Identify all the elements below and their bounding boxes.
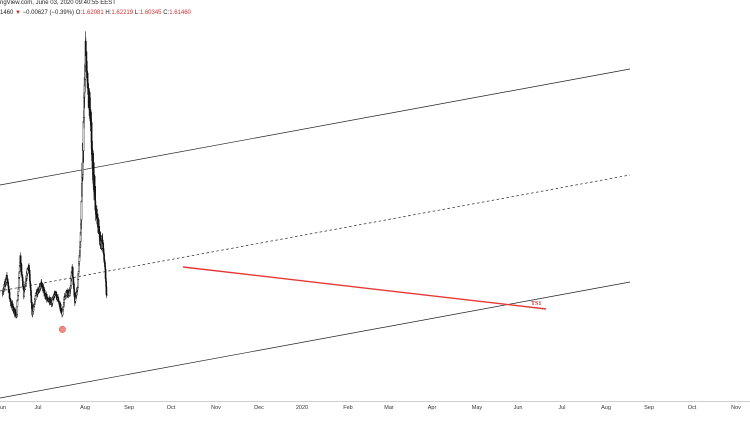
x-tick-label: Jul — [558, 405, 565, 411]
header-low-label: L: — [134, 10, 140, 16]
channel-upper-line — [0, 68, 631, 186]
x-tick-label: Sep — [124, 405, 134, 411]
candle-body — [71, 268, 74, 278]
x-tick-label: Dec — [254, 405, 264, 411]
candle — [105, 294, 108, 299]
header-low-value: 1.60345 — [139, 10, 162, 16]
trendline-label: TS1 — [531, 301, 541, 307]
header-symbol-tail: 1460 — [0, 10, 14, 16]
header-close-label: C: — [163, 10, 170, 16]
x-tick-label: Nov — [731, 405, 741, 411]
x-tick-label: Mar — [384, 405, 394, 411]
x-tick-label: Jul — [34, 405, 41, 411]
x-axis: un Jul Aug Sep Oct Nov Dec 2020 Feb Mar Apr May Jun J… — [0, 405, 741, 411]
x-tick-label: Jun — [514, 405, 523, 411]
candle-body — [105, 286, 108, 295]
candle-body — [62, 306, 65, 311]
candle-body — [105, 280, 107, 288]
channel-lines — [0, 68, 631, 399]
header-change: −0.00627 (−0.39%) — [22, 10, 75, 16]
x-tick-label: Apr — [428, 405, 437, 411]
candle-body — [16, 306, 18, 315]
header-ohlc-line: 1460 ▼ −0.00627 (−0.39%) O:1.62081 H:1.6… — [0, 10, 191, 16]
trendline-layer: TS1 — [58, 266, 547, 333]
candle-body — [31, 302, 33, 309]
x-tick-label: Feb — [343, 405, 352, 411]
chart-header: ngView.com, June 03, 2020 09:40:55 EEST … — [0, 0, 750, 24]
support-trendline[interactable] — [182, 266, 547, 310]
header-source-text: ngView.com, June 03, 2020 09:40:55 EEST — [0, 0, 116, 6]
x-tick-label: Aug — [601, 405, 611, 411]
candle-body — [17, 291, 20, 296]
x-tick-label: May — [472, 405, 483, 411]
candle-body — [18, 277, 20, 288]
x-axis-border — [0, 401, 750, 402]
candle-body — [80, 200, 83, 221]
candle-body — [77, 279, 79, 288]
candle-body — [22, 280, 24, 287]
x-tick-label: Oct — [688, 405, 697, 411]
header-high-label: H: — [105, 10, 112, 16]
x-tick-label: Nov — [211, 405, 221, 411]
swing-low-marker — [58, 325, 66, 333]
channel-lower-line — [0, 281, 631, 399]
candlesticks — [1, 31, 108, 319]
header-open-value: 1.62081 — [82, 10, 104, 16]
candle-body — [105, 294, 108, 296]
x-tick-label: Sep — [644, 405, 654, 411]
candle-body — [8, 289, 11, 293]
candle-body — [70, 275, 73, 279]
header-close-value: 1.61460 — [169, 10, 191, 16]
x-tick-label: Aug — [80, 405, 90, 411]
x-tick-label: un — [0, 405, 6, 411]
header-source-line: ngView.com, June 03, 2020 09:40:55 EEST — [0, 0, 116, 6]
x-tick-label: 2020 — [296, 405, 308, 411]
x-tick-label: Oct — [167, 405, 176, 411]
header-open-label: O: — [75, 10, 83, 16]
candle-body — [28, 270, 31, 275]
down-arrow-icon: ▼ — [15, 10, 21, 16]
candle-body — [21, 277, 24, 282]
header-high-value: 1.62219 — [111, 10, 134, 16]
